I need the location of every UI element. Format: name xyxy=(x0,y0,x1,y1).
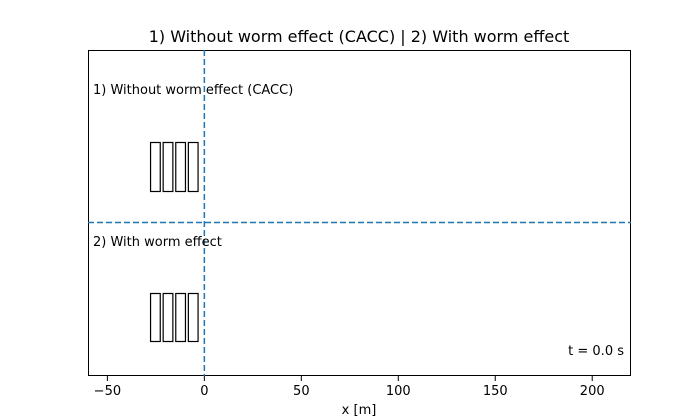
vehicle-1-2 xyxy=(162,141,174,193)
plot-area: 1) Without worm effect (CACC) 2) With wo… xyxy=(88,50,631,376)
panel-label-without-worm: 1) Without worm effect (CACC) xyxy=(93,83,293,98)
vehicle-1-1 xyxy=(149,141,161,193)
vehicle-1-3 xyxy=(175,141,187,193)
axes-frame xyxy=(88,50,631,376)
vehicle-2-4 xyxy=(187,292,199,343)
vehicle-2-1 xyxy=(149,292,161,343)
x-tick-label: 100 xyxy=(386,384,411,399)
x-tick-label: −50 xyxy=(94,384,121,399)
vehicles-layer xyxy=(149,141,199,343)
x-axis: −50 0 50 100 150 200 xyxy=(94,376,605,399)
vehicle-2-2 xyxy=(162,292,174,343)
chart-title: 1) Without worm effect (CACC) | 2) With … xyxy=(149,27,570,46)
x-axis-label: x [m] xyxy=(342,403,377,418)
vehicle-1-4 xyxy=(187,141,199,193)
x-tick-label: 0 xyxy=(200,384,208,399)
x-tick-label: 150 xyxy=(483,384,508,399)
panel-label-with-worm: 2) With worm effect xyxy=(93,235,222,250)
time-annotation: t = 0.0 s xyxy=(568,344,624,359)
vehicle-2-3 xyxy=(175,292,187,343)
x-tick-label: 50 xyxy=(293,384,310,399)
x-tick-label: 200 xyxy=(580,384,605,399)
